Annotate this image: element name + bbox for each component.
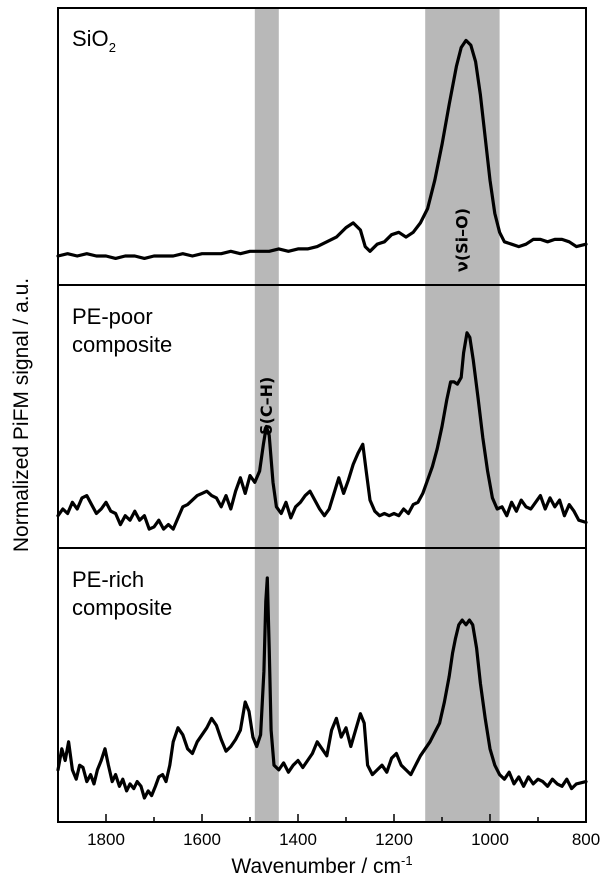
band-label-2: ν(Si–O) [452, 208, 471, 272]
x-axis-title: Wavenumber / cm-1 [231, 853, 412, 878]
labels: 1800 1600 1400 1200 1000 800 Wavenumber / cm-1… [10, 26, 600, 878]
panel-label-2: PE-poor composite [72, 304, 172, 357]
x-tick-label: 1000 [471, 830, 509, 849]
x-tick-label: 800 [572, 830, 600, 849]
x-axis-ticks [57, 814, 587, 822]
band-2 [425, 8, 500, 822]
series-line-3 [56, 576, 588, 800]
series-line-2 [56, 331, 588, 531]
panel-frames [57, 7, 587, 823]
x-tick-label: 1400 [279, 830, 317, 849]
panel-label-1-subscript: 2 [109, 40, 116, 55]
x-tick-label: 1800 [87, 830, 125, 849]
y-axis-title: Normalized PiFM signal / a.u. [10, 278, 33, 552]
band-label-1: δ(C–H) [257, 377, 276, 436]
plot-frame [57, 7, 587, 823]
panel-label-3-line-1: PE-rich [72, 567, 144, 592]
x-axis-unit-superscript: -1 [401, 853, 413, 868]
panel-label-1: SiO2 [72, 26, 116, 55]
panel-label-3: PE-rich composite [72, 567, 172, 620]
spectra [56, 38, 588, 800]
x-tick-label: 1200 [375, 830, 413, 849]
panel-label-2-line-1: PE-poor [72, 304, 153, 329]
panel-label-3-line-2: composite [72, 595, 172, 620]
panel-label-2-line-2: composite [72, 332, 172, 357]
band-1 [254, 8, 279, 822]
series-line-1 [56, 38, 588, 260]
x-tick-label: 1600 [183, 830, 221, 849]
